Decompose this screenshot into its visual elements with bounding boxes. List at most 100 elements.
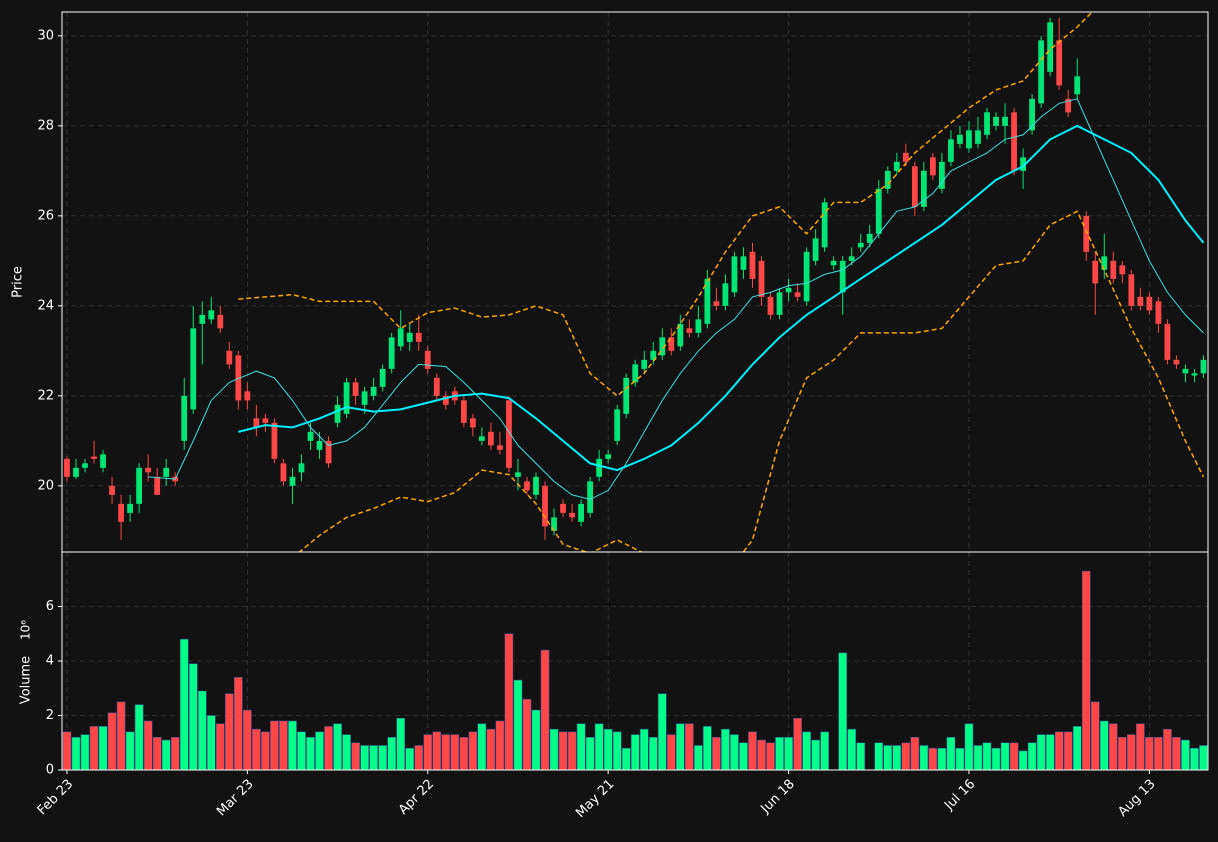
candle-body xyxy=(767,296,774,315)
volume-bar xyxy=(946,737,956,771)
volume-bar xyxy=(116,701,126,771)
candle-body xyxy=(154,476,161,495)
candle-body xyxy=(812,238,819,261)
candle-body xyxy=(145,467,152,473)
volume-bar xyxy=(179,638,189,771)
volume-bar xyxy=(243,709,252,771)
overlay-line xyxy=(148,98,1204,500)
candle-body xyxy=(1047,22,1054,72)
candle-body xyxy=(515,472,521,477)
candle-body xyxy=(650,350,657,360)
volume-bar xyxy=(1072,726,1082,771)
candle-body xyxy=(785,287,792,293)
candle-body xyxy=(713,301,720,306)
volume-bar xyxy=(883,745,893,771)
volume-bar xyxy=(261,731,270,771)
volume-bar xyxy=(252,728,261,771)
candle-body xyxy=(551,517,557,531)
volume-bar xyxy=(1181,739,1190,771)
volume-bar xyxy=(188,663,198,771)
volume-bar xyxy=(703,726,712,771)
candle-body xyxy=(948,139,954,162)
candle-body xyxy=(587,481,594,513)
candle-body xyxy=(73,467,79,477)
volume-bar xyxy=(206,715,216,771)
candle-body xyxy=(857,242,864,248)
volume-bar xyxy=(694,745,703,771)
volume-bar xyxy=(315,731,324,771)
candle-body xyxy=(677,323,684,347)
candle-body xyxy=(641,359,648,369)
candle-body xyxy=(993,116,999,126)
volume-bar xyxy=(324,726,333,771)
volume-bar xyxy=(874,742,884,771)
volume-bar xyxy=(748,731,757,771)
volume-bar xyxy=(1081,570,1091,771)
volume-bar xyxy=(1127,734,1136,771)
candle-body xyxy=(316,440,323,450)
candle-body xyxy=(100,454,106,468)
volume-bar xyxy=(477,723,487,771)
y-tick-label: 28 xyxy=(37,118,54,133)
volume-bar xyxy=(558,731,568,771)
volume-bar xyxy=(342,734,351,771)
overlays xyxy=(148,12,1205,552)
volume-bar xyxy=(576,723,586,771)
candle-body xyxy=(1191,373,1198,376)
y-axis-label: Price xyxy=(11,266,26,298)
candle-body xyxy=(136,467,143,504)
volume-bar xyxy=(107,712,117,771)
candle-body xyxy=(839,260,846,293)
volume-bar xyxy=(820,731,829,771)
volume-axis-label: Volume xyxy=(19,656,34,704)
volume-bar xyxy=(1054,731,1064,771)
candle-body xyxy=(460,400,467,423)
candle-body xyxy=(1119,265,1126,275)
candle-body xyxy=(578,503,584,522)
candle-body xyxy=(893,161,900,171)
volume-bar xyxy=(838,652,847,771)
volume-bar xyxy=(757,739,766,771)
candle-body xyxy=(920,170,927,207)
volume-bar xyxy=(522,698,532,771)
candle-body xyxy=(91,456,97,459)
volume-bar xyxy=(486,728,496,771)
volume-bar xyxy=(495,720,505,771)
volume-bar xyxy=(567,731,577,771)
volume-bar xyxy=(432,731,442,771)
candle-body xyxy=(118,503,124,522)
candle-body xyxy=(848,256,855,261)
volume-bar xyxy=(297,731,306,771)
candle-body xyxy=(235,355,242,401)
candle-body xyxy=(1101,256,1108,270)
volume-bar xyxy=(1027,742,1037,771)
candle-body xyxy=(1146,296,1153,311)
candle-body xyxy=(1164,323,1171,360)
candle-body xyxy=(217,314,224,329)
candle-body xyxy=(731,256,738,293)
volume-bar xyxy=(1172,737,1181,771)
volume-bar xyxy=(811,739,820,771)
candle-body xyxy=(1002,116,1008,126)
volume-bar xyxy=(666,734,676,771)
candle-body xyxy=(1200,359,1207,374)
volume-bar xyxy=(459,737,469,771)
volume-bar xyxy=(1154,737,1163,771)
candle-body xyxy=(433,377,440,396)
candle-body xyxy=(388,337,395,369)
volume-bar xyxy=(1199,745,1208,771)
candle-body xyxy=(695,319,702,333)
candle-body xyxy=(1182,368,1189,374)
volume-panel-frame xyxy=(61,551,1209,771)
volume-bar xyxy=(1090,701,1100,771)
volume-bar xyxy=(892,745,902,771)
volume-bar xyxy=(62,731,72,771)
candle-body xyxy=(127,503,133,513)
candle-body xyxy=(821,202,828,248)
candle-body xyxy=(596,458,603,477)
volume-bar xyxy=(387,737,396,771)
volume-bar xyxy=(369,745,378,771)
volume-bar xyxy=(991,747,1001,771)
candle-body xyxy=(749,251,756,279)
candle-body xyxy=(740,256,747,270)
